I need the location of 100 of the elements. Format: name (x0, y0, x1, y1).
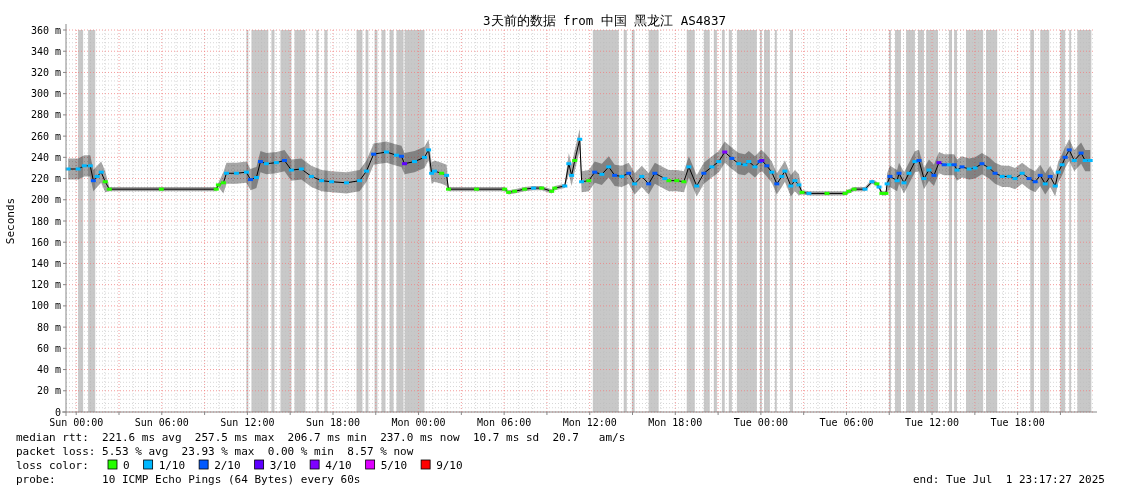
point (102, 180, 108, 184)
point (1047, 174, 1053, 178)
x-tick-label: Mon 06:00 (477, 417, 532, 428)
y-tick-label: 40 m (36, 364, 61, 376)
y-tick-label: 300 m (30, 88, 61, 100)
point (701, 171, 707, 175)
text: median rtt: 221.6 ms avg 257.5 ms max 206.7 ms min 237.0 ms now 10.7 ms sd 20.7 am/s (16, 431, 626, 444)
legend-title: loss color: (16, 459, 89, 472)
y-tick-label: 240 m (30, 151, 61, 163)
point (764, 164, 770, 168)
point (992, 171, 998, 175)
legend-label: 1/10 (158, 459, 186, 472)
point (106, 187, 112, 191)
point (681, 180, 687, 184)
point (646, 182, 652, 186)
y-tick-label: 140 m (30, 257, 61, 269)
legend-label: 5/10 (380, 459, 408, 472)
point (220, 181, 226, 185)
point (158, 187, 164, 191)
y-tick-label: 320 m (30, 66, 61, 78)
point (522, 187, 528, 191)
point (90, 179, 96, 183)
point (883, 191, 889, 195)
y-tick-label: 160 m (30, 236, 61, 248)
point (1062, 155, 1068, 159)
y-tick-label: 60 m (36, 342, 61, 354)
point (539, 186, 545, 190)
y-tick-label: 20 m (36, 385, 61, 397)
x-tick-label: Mon 18:00 (648, 417, 703, 428)
text: packet loss: 5.53 % avg 23.93 % max 0.00 % min 8.57 % now (16, 445, 414, 458)
point (951, 163, 957, 167)
x-tick-label: Tue 00:00 (733, 417, 788, 428)
y-tick-label: 80 m (36, 321, 61, 333)
point (1078, 151, 1084, 155)
point (446, 187, 452, 191)
legend-label: 4/10 (325, 459, 352, 472)
point (1066, 148, 1072, 152)
y-tick-label: 340 m (30, 45, 61, 57)
point (941, 163, 947, 167)
point (592, 170, 598, 174)
point (979, 162, 985, 166)
x-tick-label: Mon 12:00 (562, 417, 617, 428)
point (612, 173, 618, 177)
point (247, 178, 253, 182)
point (959, 165, 965, 169)
y-tick-label: 220 m (30, 173, 61, 185)
y-tick-label: 200 m (30, 194, 61, 206)
point (1032, 180, 1038, 184)
point (512, 189, 518, 193)
point (549, 189, 555, 193)
point (586, 179, 592, 183)
legend-label: 0 (123, 459, 130, 472)
y-tick-label: 360 m (30, 24, 61, 36)
x-tick-label: Sun 00:00 (49, 417, 104, 428)
point (1026, 177, 1032, 181)
point (916, 159, 922, 163)
point (936, 161, 942, 165)
x-tick-label: Sun 12:00 (220, 417, 275, 428)
x-tick-label: Sun 06:00 (134, 417, 189, 428)
point (213, 187, 219, 191)
y-tick-label: 180 m (30, 215, 61, 227)
point (506, 190, 512, 194)
point (774, 182, 780, 186)
point (846, 189, 852, 193)
legend-label: 2/10 (214, 459, 241, 472)
point (474, 187, 480, 191)
y-tick-label: 260 m (30, 130, 61, 142)
text: probe: 10 ICMP Echo Pings (64 Bytes) every 60s (16, 473, 361, 486)
y-tick-label: 0 (54, 406, 61, 418)
point (257, 160, 263, 164)
chart-title: 3天前的数据 from 中国 黑龙江 AS4837 (483, 13, 726, 28)
point (887, 174, 893, 178)
y-tick-label: 120 m (30, 279, 61, 291)
point (502, 187, 508, 191)
point (729, 156, 735, 160)
point (799, 190, 805, 194)
point (215, 183, 221, 187)
point (572, 159, 578, 163)
x-tick-label: Mon 00:00 (391, 417, 446, 428)
point (666, 179, 672, 183)
point (652, 171, 658, 175)
point (402, 162, 408, 166)
x-tick-label: Tue 12:00 (904, 417, 960, 428)
y-tick-label: 280 m (30, 109, 61, 121)
legend-label: 9/10 (436, 459, 463, 472)
y-axis-title: Seconds (4, 197, 17, 245)
point (626, 171, 632, 175)
x-tick-label: Sun 18:00 (305, 417, 361, 428)
point (552, 186, 558, 190)
point (1037, 173, 1043, 177)
point (931, 173, 937, 177)
legend-label: 3/10 (269, 459, 297, 472)
point (439, 171, 445, 175)
x-tick-label: Tue 18:00 (990, 417, 1045, 428)
point (674, 179, 680, 183)
point (398, 154, 404, 158)
point (824, 191, 830, 195)
text: end: Tue Jul 1 23:17:27 2025 (912, 473, 1105, 486)
point (281, 159, 287, 163)
x-tick-label: Tue 06:00 (819, 417, 874, 428)
